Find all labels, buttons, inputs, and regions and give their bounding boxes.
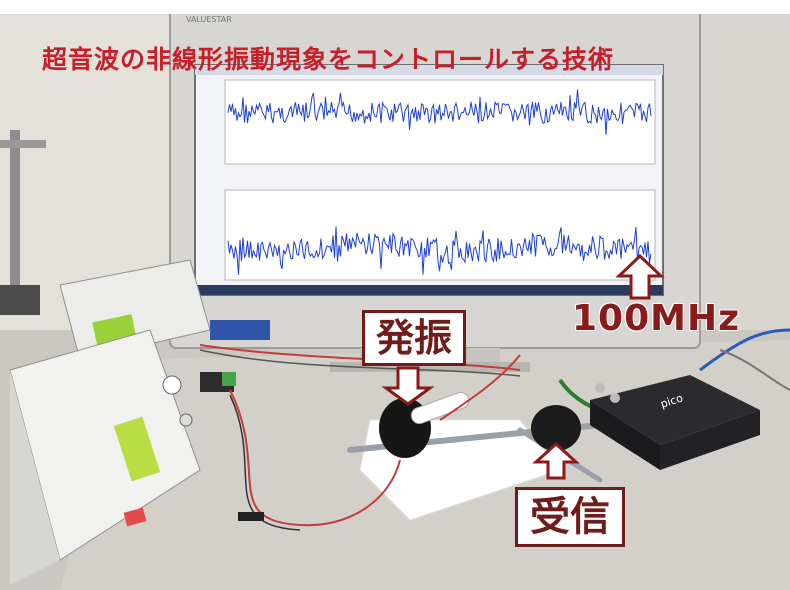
monitor-brand-text: VALUESTAR xyxy=(186,15,232,24)
oscillation-label: 発振 xyxy=(362,310,466,366)
title-overlay: 超音波の非線形振動現象をコントロールする技術 xyxy=(42,45,615,74)
reception-label: 受信 xyxy=(515,487,625,547)
frequency-label: 100MHz xyxy=(572,298,741,339)
arrow-to-oscillator-icon xyxy=(381,366,435,406)
top-caption xyxy=(0,0,790,14)
arrow-from-receiver-icon xyxy=(532,441,580,480)
arrow-to-screen-icon xyxy=(615,253,665,300)
